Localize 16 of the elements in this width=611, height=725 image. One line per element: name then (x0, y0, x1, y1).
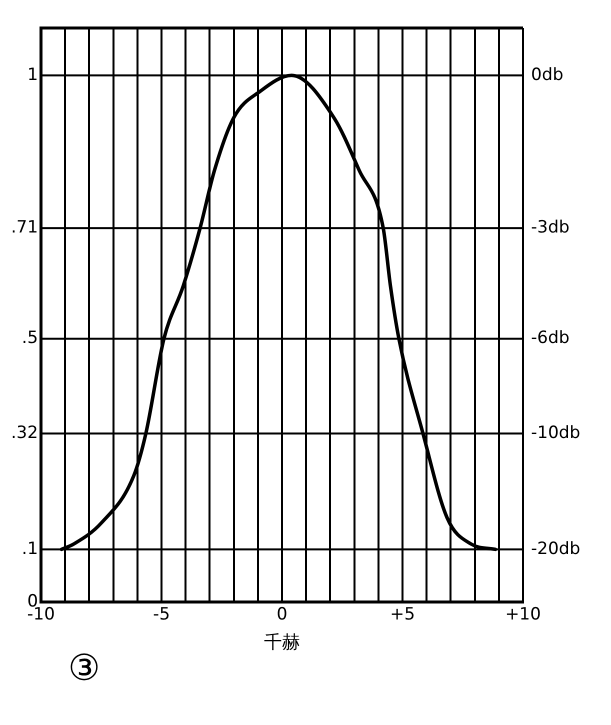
ref-line-label: -3db (531, 218, 570, 238)
y-tick-label: .1 (22, 538, 38, 559)
y-tick-label: .71 (10, 218, 38, 238)
x-axis-title: 千赫 (264, 632, 300, 653)
y-tick-label: .5 (22, 328, 38, 348)
ref-line-label: -6db (531, 328, 570, 348)
ref-line-label: -20db (531, 538, 580, 559)
ref-line-label: 0db (531, 64, 564, 85)
y-tick-label: .32 (10, 422, 38, 443)
x-tick-label: -5 (153, 604, 170, 625)
x-tick-label: +5 (390, 604, 416, 625)
x-tick-label: +10 (505, 604, 541, 625)
x-tick-label: 0 (276, 604, 288, 625)
y-tick-label: 1 (27, 64, 38, 85)
ref-line-label: -10db (531, 422, 580, 443)
text: ③ (68, 648, 100, 689)
